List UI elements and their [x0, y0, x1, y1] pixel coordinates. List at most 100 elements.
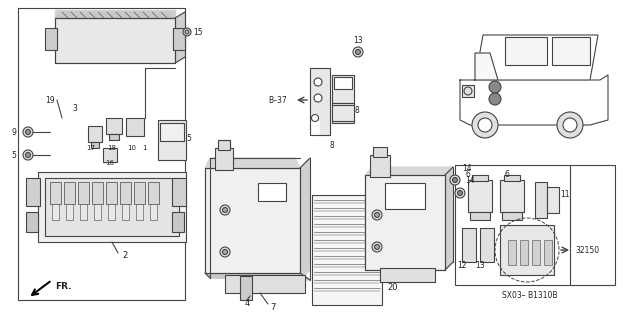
- Circle shape: [312, 115, 319, 122]
- Circle shape: [220, 247, 230, 257]
- Bar: [55, 18, 175, 63]
- Circle shape: [557, 112, 583, 138]
- Bar: [310, 68, 330, 135]
- Text: 18: 18: [107, 145, 116, 151]
- Bar: [26, 178, 40, 206]
- Bar: [470, 212, 490, 220]
- Bar: [547, 187, 559, 213]
- Bar: [544, 240, 552, 265]
- Bar: [332, 105, 354, 121]
- Text: 8: 8: [330, 140, 335, 149]
- Circle shape: [222, 207, 228, 212]
- Circle shape: [489, 81, 501, 93]
- Circle shape: [455, 188, 465, 198]
- Text: 6: 6: [466, 170, 470, 179]
- Bar: [172, 212, 184, 232]
- Bar: [225, 275, 305, 293]
- Bar: [332, 103, 354, 123]
- Bar: [468, 180, 492, 212]
- Bar: [26, 212, 38, 232]
- Bar: [455, 165, 615, 285]
- Circle shape: [372, 210, 382, 220]
- Bar: [205, 168, 300, 273]
- Bar: [106, 118, 122, 134]
- Bar: [108, 204, 115, 220]
- Circle shape: [25, 153, 30, 157]
- Polygon shape: [445, 167, 453, 270]
- Bar: [334, 77, 352, 89]
- Bar: [150, 204, 157, 220]
- Bar: [103, 148, 117, 162]
- Bar: [365, 175, 445, 270]
- Text: 3: 3: [72, 103, 77, 113]
- Circle shape: [220, 205, 230, 215]
- Bar: [172, 178, 186, 206]
- Text: 16: 16: [105, 160, 114, 166]
- Polygon shape: [205, 273, 310, 280]
- Text: 20: 20: [388, 284, 398, 292]
- Text: 4: 4: [245, 299, 250, 308]
- Bar: [520, 240, 528, 265]
- Bar: [38, 172, 186, 242]
- Bar: [78, 182, 89, 204]
- Circle shape: [372, 242, 382, 252]
- Circle shape: [23, 127, 33, 137]
- Bar: [500, 180, 524, 212]
- Bar: [365, 175, 445, 270]
- Bar: [92, 182, 103, 204]
- Circle shape: [450, 175, 460, 185]
- Bar: [126, 118, 144, 136]
- Bar: [64, 182, 75, 204]
- Circle shape: [23, 150, 33, 160]
- Text: 6: 6: [504, 170, 509, 179]
- Bar: [120, 182, 131, 204]
- Text: 10: 10: [127, 145, 136, 151]
- Text: 15: 15: [193, 28, 203, 36]
- Bar: [45, 178, 179, 236]
- Polygon shape: [205, 158, 300, 168]
- Text: 13: 13: [353, 36, 363, 44]
- Text: 32150: 32150: [575, 245, 599, 254]
- Bar: [215, 148, 233, 170]
- Bar: [258, 183, 286, 201]
- Circle shape: [478, 118, 492, 132]
- Bar: [508, 240, 516, 265]
- Polygon shape: [475, 53, 498, 80]
- Bar: [472, 175, 488, 181]
- Circle shape: [489, 93, 501, 105]
- Text: 7: 7: [270, 302, 276, 311]
- Bar: [218, 140, 230, 150]
- Bar: [160, 123, 184, 141]
- Bar: [373, 147, 387, 157]
- Bar: [148, 182, 159, 204]
- Bar: [380, 268, 435, 282]
- Polygon shape: [300, 158, 310, 280]
- Circle shape: [222, 250, 228, 254]
- Bar: [80, 204, 87, 220]
- Bar: [66, 204, 73, 220]
- Text: 5: 5: [186, 133, 191, 142]
- Bar: [45, 28, 57, 50]
- Text: 17: 17: [86, 145, 95, 151]
- Bar: [240, 276, 252, 300]
- Circle shape: [375, 212, 379, 218]
- Text: B–37: B–37: [268, 95, 287, 105]
- Bar: [158, 120, 186, 160]
- Polygon shape: [55, 12, 175, 18]
- Bar: [532, 240, 540, 265]
- Circle shape: [563, 118, 577, 132]
- Bar: [385, 183, 425, 209]
- Text: 12: 12: [457, 261, 467, 270]
- Text: 2: 2: [122, 252, 127, 260]
- Bar: [55, 18, 175, 63]
- Text: FR.: FR.: [55, 282, 71, 291]
- Polygon shape: [475, 35, 598, 80]
- Text: 9: 9: [11, 127, 16, 137]
- Text: 13: 13: [475, 261, 485, 270]
- Circle shape: [458, 190, 463, 196]
- Bar: [94, 204, 101, 220]
- Polygon shape: [55, 57, 185, 63]
- Text: 11: 11: [560, 189, 569, 198]
- Circle shape: [464, 87, 472, 95]
- Bar: [502, 212, 522, 220]
